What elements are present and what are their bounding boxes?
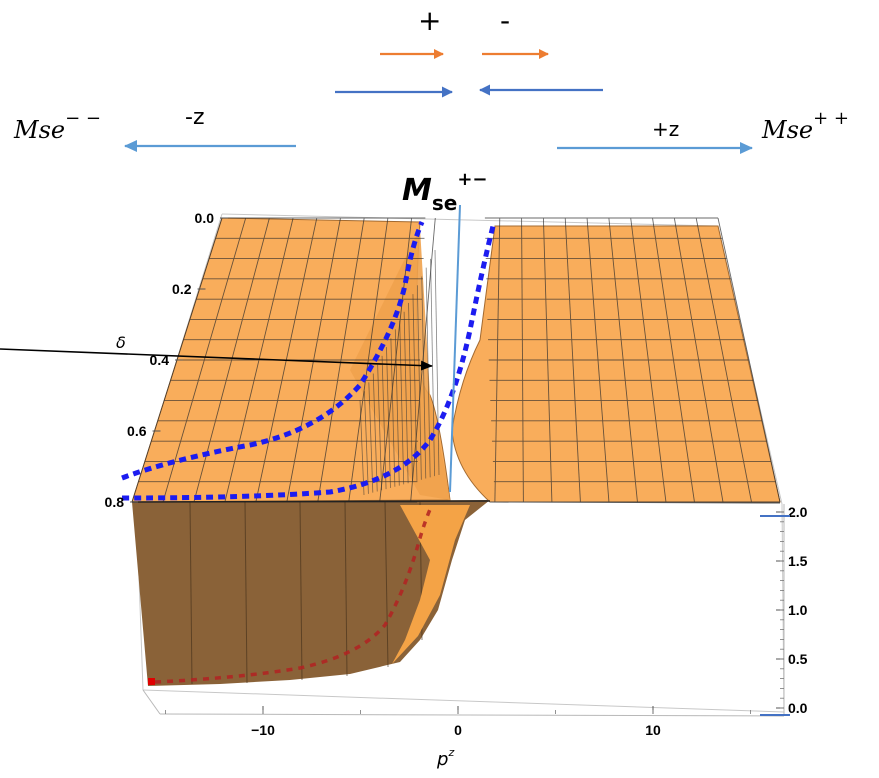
mse-right-label: Mse+ +	[761, 108, 849, 144]
pointer-arrow	[0, 348, 433, 371]
grid-col-right	[521, 217, 524, 503]
fin-line	[403, 311, 409, 484]
grid-col-right	[630, 217, 667, 503]
grid-col-right	[608, 217, 638, 503]
fin-line	[372, 373, 378, 492]
grid-col-left	[224, 217, 294, 503]
fin-line	[381, 355, 387, 490]
mse-left-label: Mse− −	[13, 108, 101, 144]
front-edge-right	[489, 501, 781, 504]
fin-line	[416, 285, 422, 480]
z-tick-label: 1.5	[788, 553, 808, 569]
chart-title: Mse+−	[402, 169, 488, 215]
grid-col-right	[542, 217, 553, 503]
x-axis-ticks: −10 0 10	[165, 706, 751, 738]
grid-col-left	[348, 217, 389, 503]
surface-trough-sheet	[392, 505, 470, 664]
x-axis-label: pz	[436, 746, 454, 770]
fin-line	[394, 329, 400, 486]
minus-label: -	[500, 4, 510, 37]
fin-line	[377, 364, 383, 491]
boundary-curve-bottom	[121, 221, 497, 501]
x-tick-label: 10	[645, 722, 661, 738]
delta-tick-label: 0.2	[172, 281, 192, 297]
z-tick-label: 2.0	[788, 504, 808, 520]
z-tick-label: 0.5	[788, 651, 808, 667]
grid-col-right	[494, 217, 501, 503]
plus-z-label: +z	[652, 117, 679, 141]
fin-line	[390, 338, 396, 487]
x-tick-label: 0	[454, 722, 462, 738]
fin-line	[408, 302, 413, 483]
grid-col-left	[317, 217, 365, 503]
grid-col-right	[652, 217, 695, 503]
front-edge	[131, 500, 491, 503]
floor-curve-end-marker	[148, 678, 155, 685]
z-axis-ticks: 2.0 1.5 1.0 0.5 0.0	[760, 504, 808, 716]
grid-col-left	[162, 217, 247, 503]
delta-tick-label: 0.4	[150, 352, 170, 368]
delta-tick-label: 0.6	[127, 423, 147, 439]
grid-col-right	[717, 217, 781, 503]
grid-col-right	[586, 217, 610, 503]
fin-line	[412, 294, 418, 481]
fin-line	[434, 249, 440, 476]
boundary-curve-left	[121, 221, 425, 481]
x-tick-label: −10	[251, 722, 275, 738]
z-tick-label: 0.0	[788, 700, 808, 716]
fin-line	[425, 267, 431, 478]
center-line	[449, 204, 461, 493]
fin-line	[368, 382, 374, 493]
delta-axis-label: δ	[116, 333, 126, 352]
delta-axis-ticks: 0.0 0.2 0.4 0.6 0.8	[105, 210, 228, 510]
grid-col-left	[286, 217, 341, 503]
z-tick-label: 1.0	[788, 602, 808, 618]
fin-line	[399, 320, 405, 485]
grid-col-right	[695, 217, 752, 503]
grid-col-right	[564, 217, 581, 503]
fin-line	[386, 347, 391, 488]
fin-line	[364, 391, 369, 494]
surface-front-wall	[132, 500, 490, 686]
fin-line	[359, 399, 365, 496]
delta-tick-label: 0.8	[105, 494, 125, 510]
grid-col-right	[673, 217, 724, 503]
minus-z-label: -z	[185, 105, 205, 130]
plus-label: +	[418, 4, 441, 37]
surface-right-plane	[451, 225, 781, 503]
floor-curve	[154, 504, 434, 684]
delta-tick-label: 0.0	[195, 210, 215, 226]
